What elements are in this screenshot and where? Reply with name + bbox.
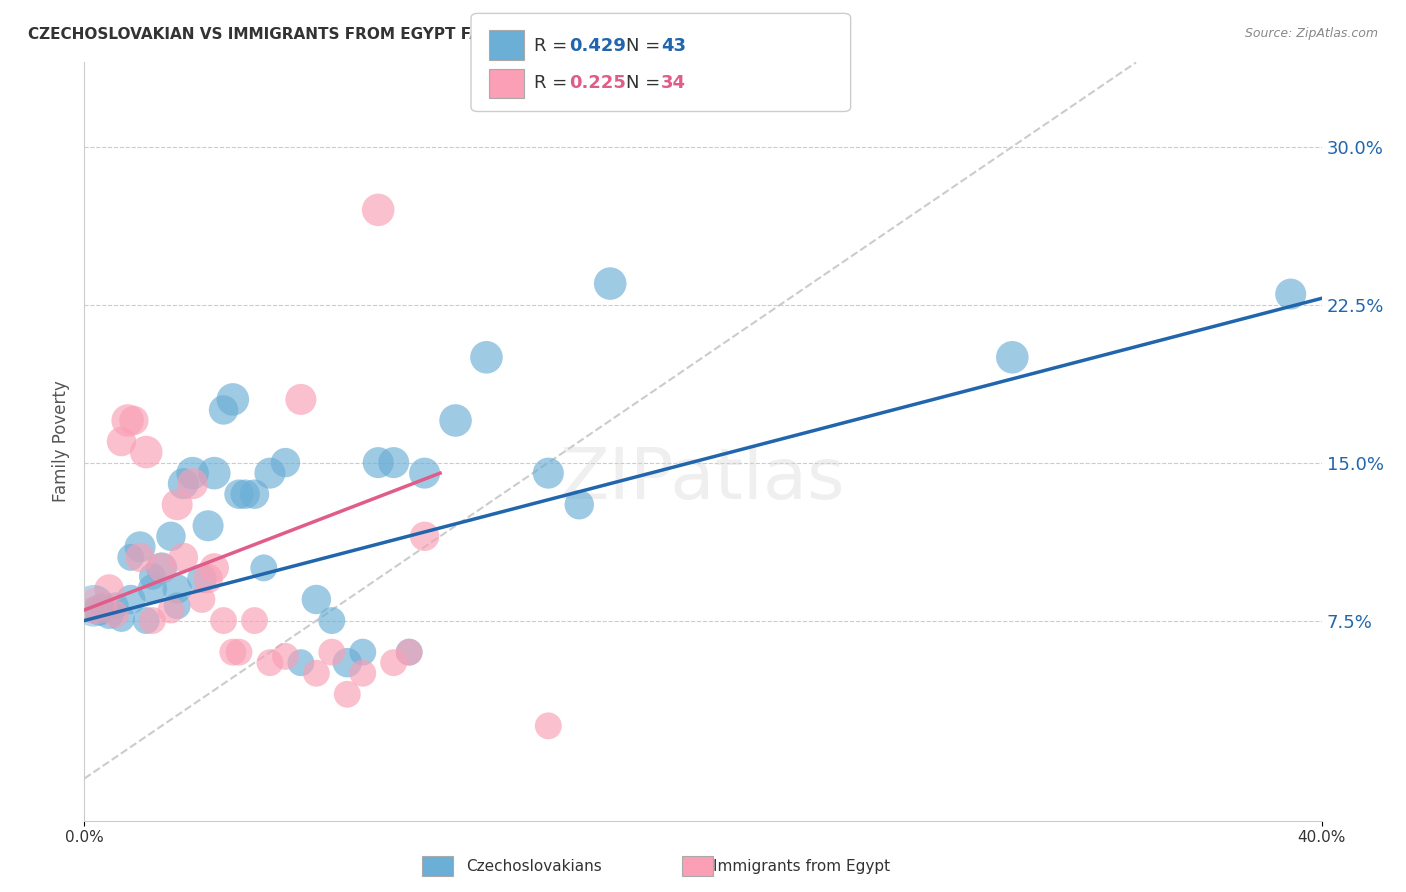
- Point: [98, 607, 121, 622]
- Point: [243, 614, 266, 628]
- Point: [166, 498, 188, 512]
- Point: [228, 487, 250, 501]
- Point: [120, 550, 142, 565]
- Point: [212, 614, 235, 628]
- Point: [382, 456, 405, 470]
- Point: [352, 666, 374, 681]
- Point: [1001, 351, 1024, 365]
- Point: [274, 649, 297, 664]
- Point: [290, 392, 312, 407]
- Text: 34: 34: [661, 74, 686, 92]
- Point: [122, 413, 145, 427]
- Point: [202, 561, 225, 575]
- Point: [222, 392, 245, 407]
- Point: [537, 466, 560, 480]
- Point: [172, 550, 194, 565]
- Point: [398, 645, 420, 659]
- Text: CZECHOSLOVAKIAN VS IMMIGRANTS FROM EGYPT FAMILY POVERTY CORRELATION CHART: CZECHOSLOVAKIAN VS IMMIGRANTS FROM EGYPT…: [28, 27, 792, 42]
- Point: [104, 599, 127, 613]
- Point: [129, 540, 152, 554]
- Point: [274, 456, 297, 470]
- Point: [599, 277, 621, 291]
- Point: [537, 719, 560, 733]
- Point: [110, 434, 132, 449]
- Point: [181, 476, 204, 491]
- Point: [135, 445, 157, 459]
- Point: [104, 607, 127, 622]
- Point: [352, 645, 374, 659]
- Point: [367, 456, 389, 470]
- Point: [191, 571, 214, 585]
- Point: [129, 550, 152, 565]
- Text: N =: N =: [626, 74, 665, 92]
- Point: [1279, 287, 1302, 301]
- Text: ZIPatlas: ZIPatlas: [560, 445, 846, 514]
- Point: [259, 656, 281, 670]
- Point: [83, 599, 105, 613]
- Point: [336, 656, 359, 670]
- Point: [413, 466, 436, 480]
- Point: [160, 529, 183, 543]
- Point: [91, 599, 114, 613]
- Point: [110, 611, 132, 625]
- Point: [233, 487, 256, 501]
- Point: [181, 466, 204, 480]
- Point: [141, 582, 163, 596]
- Point: [166, 599, 188, 613]
- Point: [321, 645, 343, 659]
- Point: [117, 413, 139, 427]
- Point: [89, 603, 111, 617]
- Point: [141, 569, 163, 583]
- Point: [222, 645, 245, 659]
- Point: [336, 687, 359, 701]
- Point: [367, 202, 389, 217]
- Y-axis label: Family Poverty: Family Poverty: [52, 381, 70, 502]
- Point: [305, 592, 328, 607]
- Point: [259, 466, 281, 480]
- Point: [253, 561, 276, 575]
- Text: R =: R =: [534, 74, 574, 92]
- Text: 0.429: 0.429: [569, 37, 626, 55]
- Point: [290, 656, 312, 670]
- Text: Immigrants from Egypt: Immigrants from Egypt: [713, 859, 890, 874]
- Point: [135, 614, 157, 628]
- Point: [212, 403, 235, 417]
- Point: [398, 645, 420, 659]
- Point: [86, 599, 108, 613]
- Text: Czechoslovakians: Czechoslovakians: [467, 859, 602, 874]
- Text: 0.225: 0.225: [569, 74, 626, 92]
- Point: [202, 466, 225, 480]
- Point: [382, 656, 405, 670]
- Text: 43: 43: [661, 37, 686, 55]
- Point: [444, 413, 467, 427]
- Point: [475, 351, 498, 365]
- Point: [197, 571, 219, 585]
- Point: [120, 592, 142, 607]
- Point: [160, 603, 183, 617]
- Point: [243, 487, 266, 501]
- Point: [98, 582, 121, 596]
- Point: [197, 518, 219, 533]
- Point: [413, 529, 436, 543]
- Text: N =: N =: [626, 37, 665, 55]
- Text: Source: ZipAtlas.com: Source: ZipAtlas.com: [1244, 27, 1378, 40]
- Point: [191, 592, 214, 607]
- Point: [141, 614, 163, 628]
- Point: [305, 666, 328, 681]
- Point: [228, 645, 250, 659]
- Point: [166, 582, 188, 596]
- Point: [83, 603, 105, 617]
- Point: [150, 561, 173, 575]
- Point: [150, 561, 173, 575]
- Point: [321, 614, 343, 628]
- Point: [172, 476, 194, 491]
- Point: [568, 498, 591, 512]
- Text: R =: R =: [534, 37, 574, 55]
